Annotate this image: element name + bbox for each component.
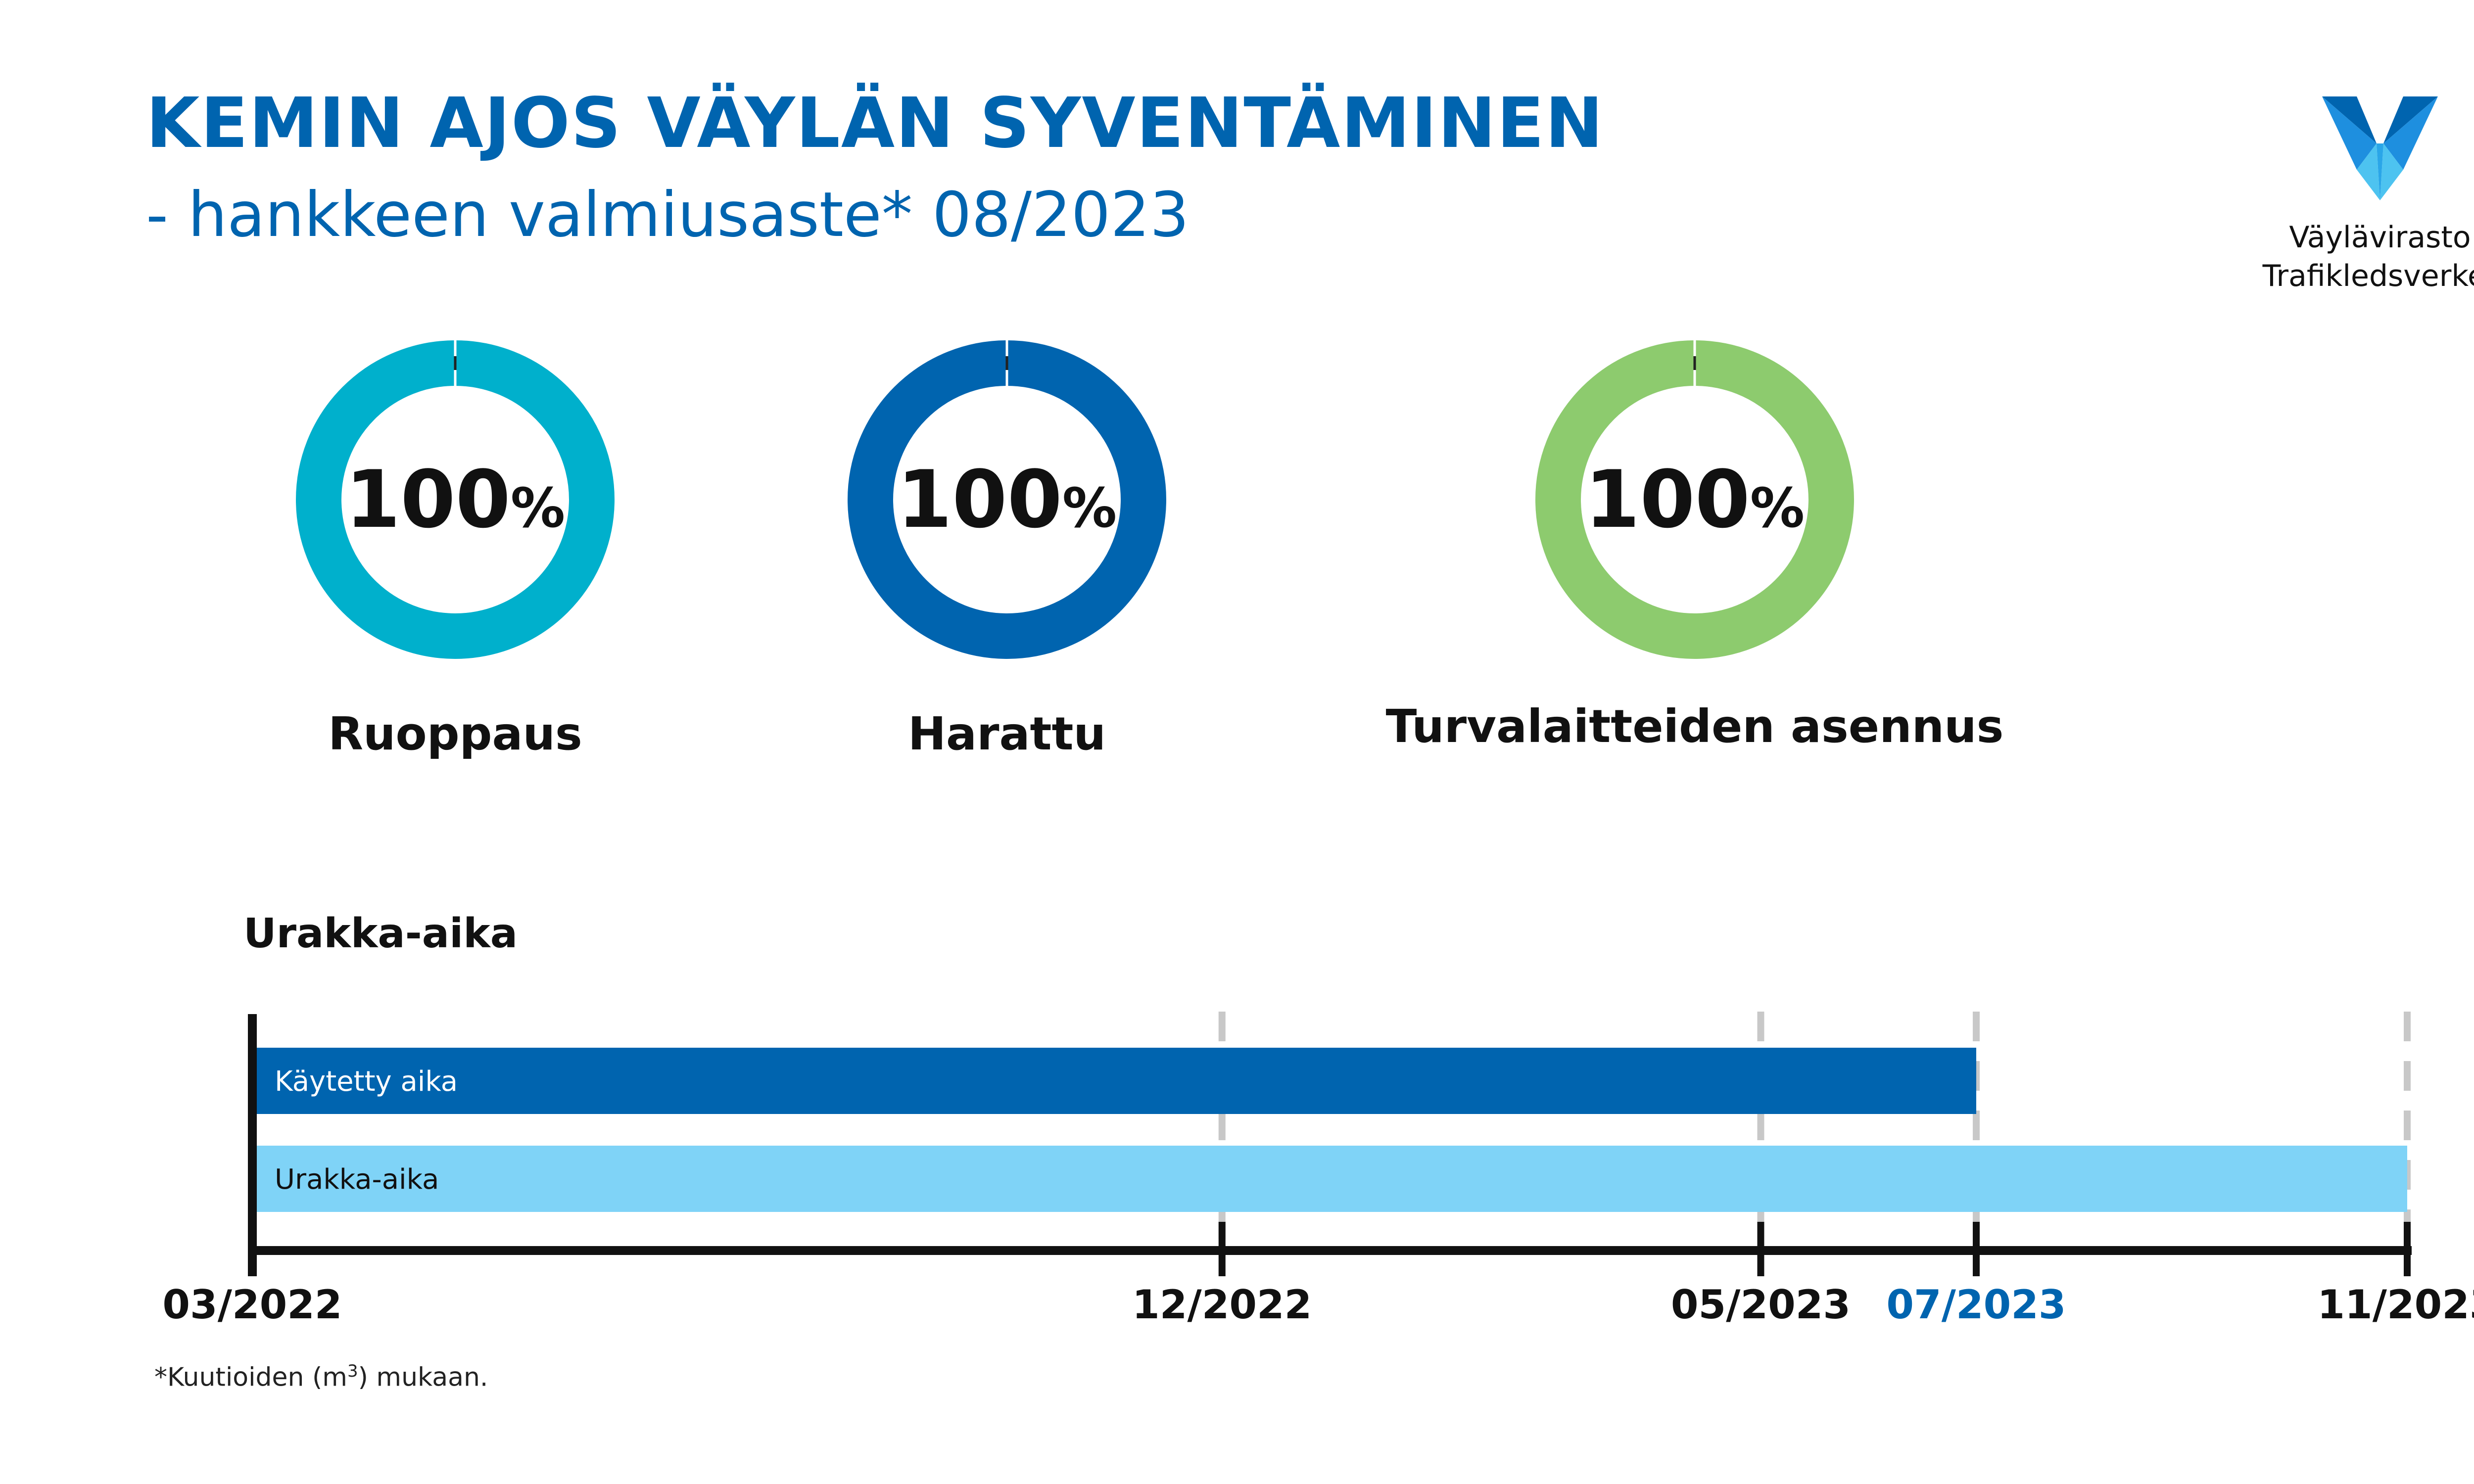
timeline-bar [252, 1146, 2407, 1212]
donut-value-unit: % [1062, 476, 1117, 540]
timeline-bar-label: Urakka-aika [275, 1163, 439, 1196]
vaylavirasto-v-logo-icon [2322, 96, 2438, 200]
donut-category-label: Ruoppaus [328, 707, 582, 760]
donut-3: 100% Turvalaitteiden asennus [1386, 340, 2004, 753]
timeline-bar-label: Käytetty aika [275, 1066, 458, 1098]
donut-value-number: 100 [345, 453, 511, 546]
organization-logo: Väylävirasto Trafikledsverket [2227, 96, 2474, 304]
timeline-tick-label: 12/2022 [1132, 1282, 1312, 1328]
footnote-text: *Kuutioiden (m [154, 1362, 347, 1392]
donut-value-label: 100% [897, 453, 1117, 546]
timeline-title: Urakka-aika [243, 910, 518, 957]
donut-value-number: 100 [1585, 453, 1750, 546]
donut-1: 100% Ruoppaus [296, 340, 615, 760]
logo-name-swedish: Trafikledsverket [2262, 259, 2474, 293]
donut-value-unit: % [511, 476, 565, 540]
footnote-superscript: 3 [347, 1361, 358, 1381]
donut-value-label: 100% [345, 453, 565, 546]
timeline-tick-label: 11/2023 [2317, 1282, 2474, 1328]
donut-category-label: Turvalaitteiden asennus [1386, 700, 2004, 753]
footnote-text-end: ) mukaan. [358, 1362, 488, 1392]
page-title: KEMIN AJOS VÄYLÄN SYVENTÄMINEN [146, 83, 1604, 164]
footnote: *Kuutioiden (m3) mukaan. [154, 1361, 488, 1392]
progress-donuts: 100% Ruoppaus 100% Harattu 100% Turvalaitteid… [296, 340, 2004, 760]
donut-category-label: Harattu [908, 707, 1106, 760]
donut-value-label: 100% [1585, 453, 1805, 546]
donut-value-number: 100 [897, 453, 1062, 546]
donut-value-unit: % [1750, 476, 1805, 540]
timeline-tick-label: 03/2022 [162, 1282, 342, 1328]
timeline-tick-label: 05/2023 [1671, 1282, 1851, 1328]
timeline-bar [252, 1048, 1976, 1114]
page-subtitle: - hankkeen valmiusaste* 08/2023 [146, 179, 1189, 251]
logo-name-finnish: Väylävirasto [2289, 220, 2471, 255]
timeline-tick-label: 07/2023 [1886, 1282, 2066, 1328]
donut-2: 100% Harattu [848, 340, 1166, 760]
